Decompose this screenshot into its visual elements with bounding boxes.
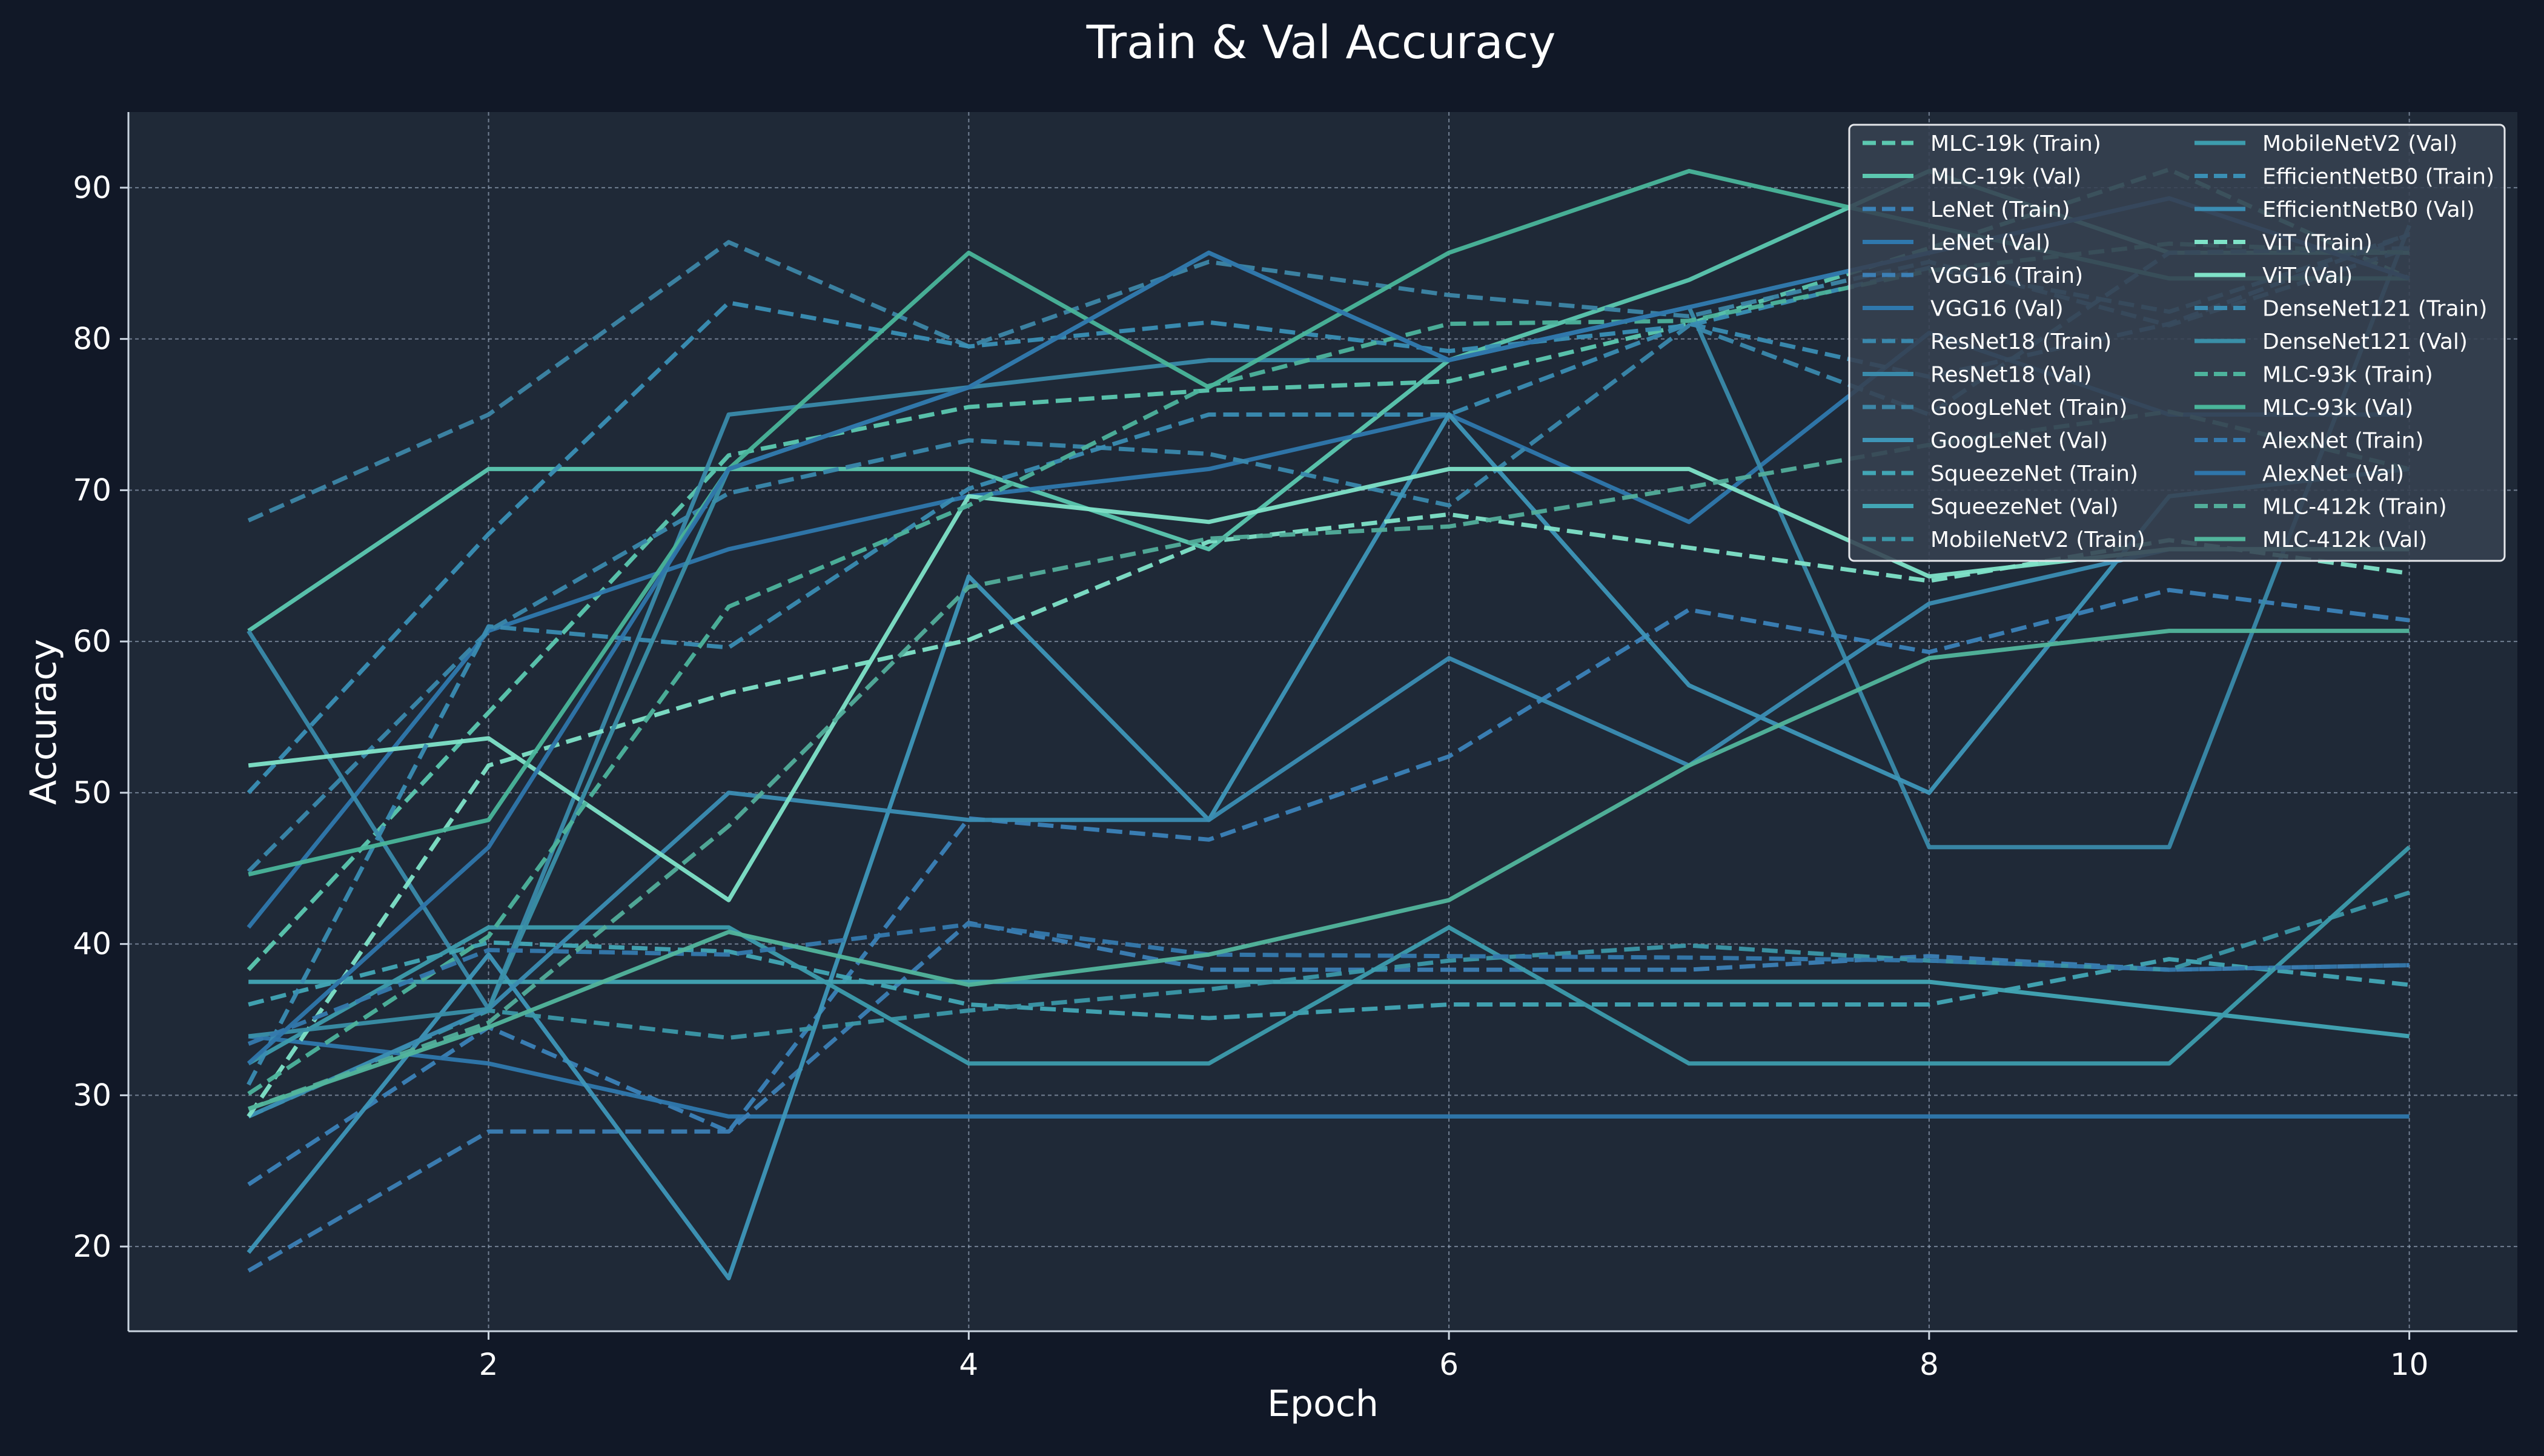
y-tick-label: 80: [73, 322, 111, 357]
legend-entry-label: ViT (Train): [2262, 231, 2373, 256]
tick-labels: 2 4 6 8 10 20 30 40 50 60 70 80 90: [73, 170, 2428, 1382]
y-axis-label: Accuracy: [22, 639, 65, 805]
legend-entry-label: MLC-19k (Train): [1930, 131, 2101, 156]
y-tick-label: 30: [73, 1077, 111, 1113]
series-line-mlc-412k-train: [248, 409, 2410, 1111]
series-line-vgg16-train: [247, 921, 2410, 1273]
series-line-vit-val: [248, 466, 2410, 902]
legend-entry-label: DenseNet121 (Val): [2262, 329, 2468, 354]
legend-entry-label: ResNet18 (Train): [1930, 329, 2112, 354]
legend-entry-label: MLC-412k (Train): [2262, 495, 2447, 520]
x-axis-label: Epoch: [1267, 1383, 1379, 1425]
series-line-mobilenetv2-val: [247, 845, 2411, 1066]
series-line-lenet-val: [248, 1034, 2410, 1119]
legend-entry-label: EfficientNetB0 (Train): [2262, 165, 2494, 190]
legend-entry-label: VGG16 (Train): [1930, 263, 2083, 288]
legend-entry-label: MLC-93k (Val): [2262, 395, 2413, 420]
chart-title: Train & Val Accuracy: [1086, 15, 1556, 69]
legend-entry-label: LeNet (Val): [1930, 231, 2050, 256]
y-tick-label: 20: [73, 1229, 111, 1264]
legend-entry-label: EfficientNetB0 (Val): [2262, 197, 2475, 222]
series-line-squeezenet-train: [248, 940, 2410, 1021]
legend-entry-label: AlexNet (Train): [2262, 429, 2424, 454]
legend-entry-label: VGG16 (Val): [1930, 297, 2064, 322]
legend-entry-label: GoogLeNet (Train): [1930, 395, 2127, 420]
legend-entry-label: ViT (Val): [2262, 263, 2353, 288]
legend-entry-label: MLC-412k (Val): [2262, 528, 2427, 552]
legend-entry-label: DenseNet121 (Train): [2262, 297, 2487, 322]
legend-entry-label: MLC-19k (Val): [1930, 165, 2081, 190]
legend-entry-label: MLC-93k (Train): [2262, 363, 2433, 388]
x-tick-label: 6: [1439, 1347, 1459, 1382]
y-tick-label: 90: [73, 170, 111, 205]
legend-box: [1848, 124, 2506, 562]
legend-entry-label: ResNet18 (Val): [1930, 363, 2092, 388]
legend-entry-label: SqueezeNet (Train): [1930, 462, 2138, 486]
x-tick-label: 2: [479, 1347, 499, 1382]
legend-entry-label: GoogLeNet (Val): [1930, 429, 2108, 454]
series-line-lenet-train: [247, 587, 2410, 1186]
legend-entry-label: AlexNet (Val): [2262, 462, 2404, 486]
series-line-resnet18-val: [247, 225, 2411, 1011]
legend-entry-label: LeNet (Train): [1930, 197, 2070, 222]
legend: MLC-19k (Train) MLC-19k (Val) LeNet (Train…: [1848, 124, 2506, 562]
series-line-alexnet-train: [247, 922, 2410, 1046]
x-tick-label: 4: [959, 1347, 978, 1382]
series-line-mlc-412k-val: [248, 629, 2410, 1111]
legend-entry-label: SqueezeNet (Val): [1930, 495, 2118, 520]
x-tick-label: 10: [2390, 1347, 2429, 1382]
series-line-efficientnetb0-val: [247, 547, 2410, 1119]
legend-entry-label: MobileNetV2 (Train): [1930, 528, 2145, 552]
y-tick-label: 70: [73, 472, 111, 508]
x-tick-label: 8: [1920, 1347, 1939, 1382]
y-tick-label: 60: [73, 624, 111, 659]
y-tick-label: 40: [73, 927, 111, 962]
axes: [127, 112, 2517, 1332]
y-tick-label: 50: [73, 775, 111, 810]
series-line-efficientnetb0-train: [247, 232, 2410, 795]
legend-entry-label: MobileNetV2 (Val): [2262, 131, 2457, 156]
series-line-densenet121-train: [247, 233, 2410, 1086]
